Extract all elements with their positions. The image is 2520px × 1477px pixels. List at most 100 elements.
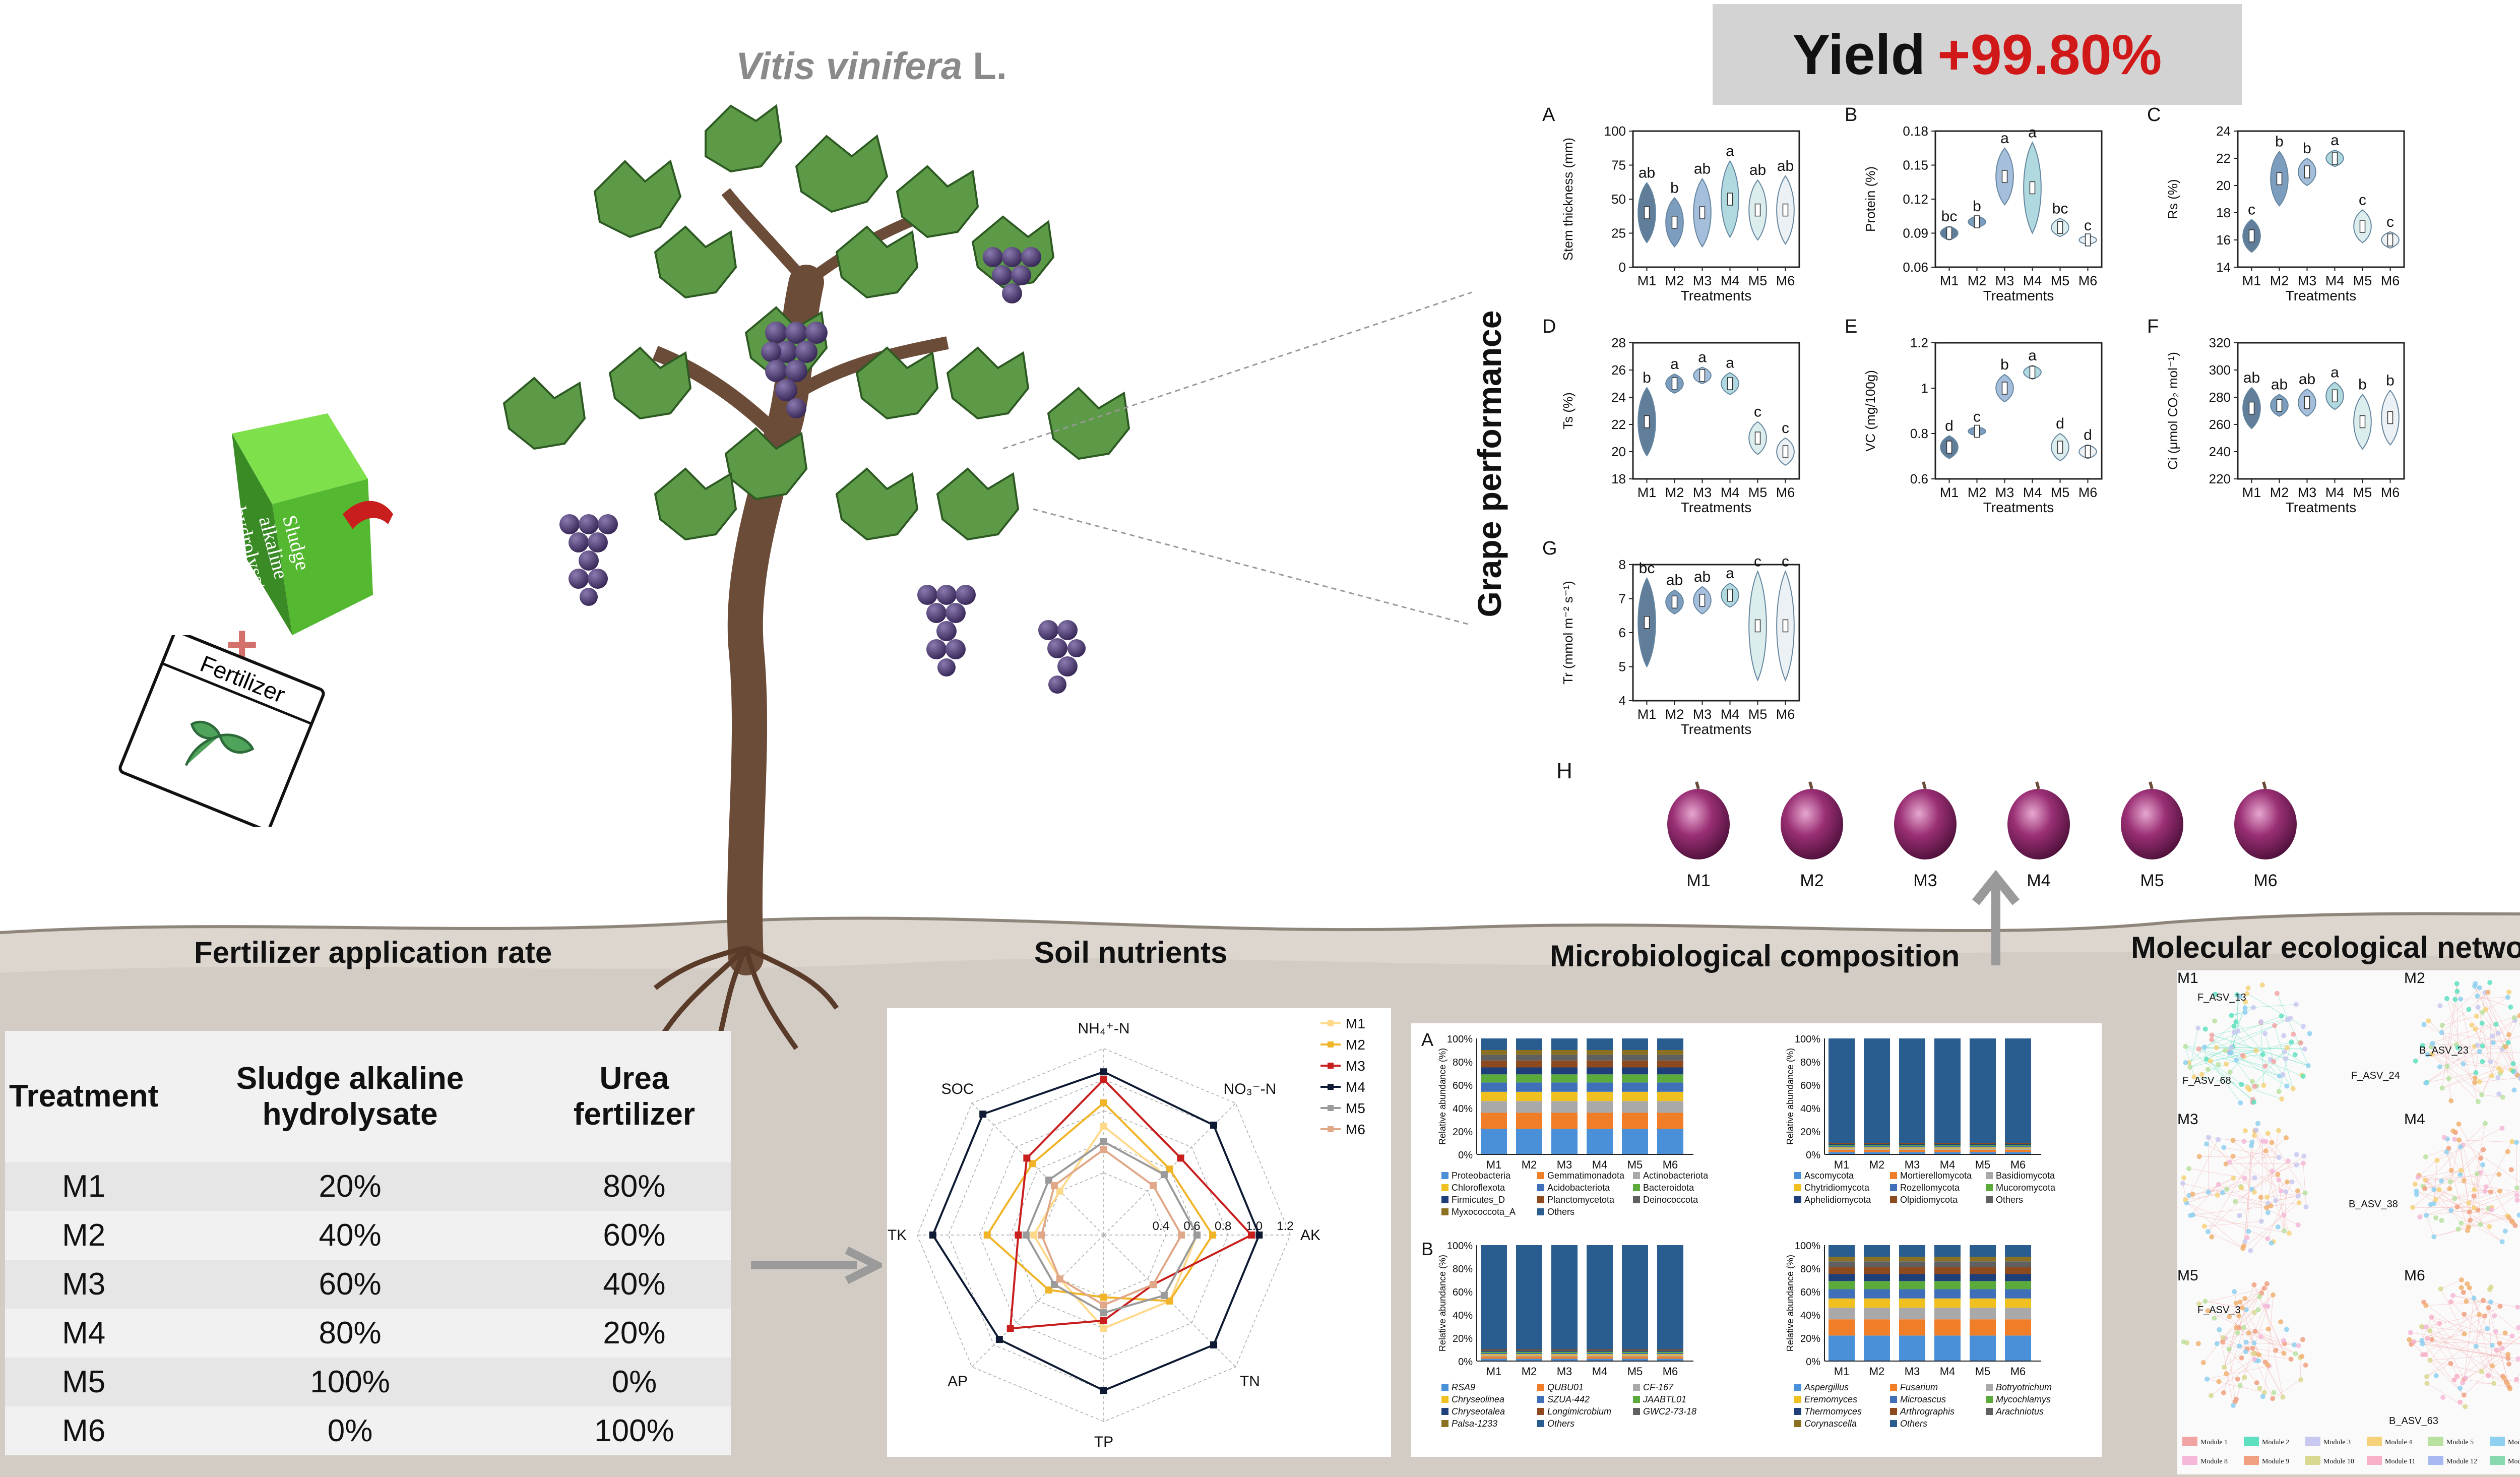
bar-segment [1934,1289,1961,1299]
violin-panel-b: B 0.06 0.09 0.12 0.15 0.18 Protein (%) bc M1 b M2 a… [1845,104,2103,303]
grape-stem [1922,781,1927,789]
bar-segment [1899,1335,1925,1361]
x-tick-label: M6 [1663,1365,1678,1378]
network-node [2226,1346,2232,1352]
sludge-box: Sludge alkaline hydrolysate [228,413,393,635]
network-node [2300,1024,2306,1029]
bar-segment [1970,1152,1996,1154]
legend-label: M3 [1346,1058,1365,1074]
radar-point [1247,1232,1255,1239]
bar-segment [1934,1308,1961,1320]
bar-segment [1587,1350,1613,1352]
violin-box [1644,206,1650,219]
network-edge [2194,1076,2257,1087]
legend-label: M4 [1346,1079,1365,1095]
network-edge [2278,1180,2285,1231]
bar-segment [1481,1349,1507,1351]
bar-segment [1587,1060,1613,1068]
y-tick-label: 1.2 [1910,335,1928,350]
significance-letter: ab [1694,161,1711,177]
bar-segment [1829,1257,1855,1262]
bar-segment [1481,1356,1507,1359]
significance-letter: ab [1694,569,1711,585]
network-node [2465,1281,2470,1286]
network-node [2424,1381,2430,1386]
network-node [2497,1304,2503,1309]
legend-b-left: RSA9 QUBU01 CF-167 Chryseolinea SZUA-442 JAAB… [1441,1382,1696,1429]
network-node [2212,1018,2218,1024]
network-node [2270,1396,2276,1401]
network-node [2485,990,2491,995]
network-edge [2440,1288,2465,1334]
legend-label: Chloroflexota [1452,1183,1505,1193]
x-tick-label: M3 [2298,273,2317,288]
bar-segment [1622,1350,1648,1352]
legend-swatch [1441,1208,1448,1215]
network-node [2291,1031,2296,1037]
network-edge [2442,1025,2451,1101]
network-edge [2204,1221,2261,1226]
network-node [2217,1327,2222,1332]
bar-segment [1899,1274,1925,1281]
network-node [2234,1057,2239,1063]
network-edge [2452,1295,2500,1307]
network-node [2303,1204,2309,1210]
network-node [2499,1345,2505,1351]
network-node [2490,1040,2496,1045]
y-tick-label: 40% [1800,1310,1820,1321]
bar-segment [1516,1355,1542,1357]
violin-box [1727,193,1733,206]
network-node [2491,1313,2497,1319]
x-tick-label: M5 [2051,273,2070,288]
violin-box [1699,206,1706,219]
legend-swatch [1986,1184,1993,1191]
network-node [2439,1085,2445,1091]
bar-segment [1622,1082,1648,1092]
y-axis-label: Ci (μmol CO₂ mol⁻¹) [2165,352,2180,470]
bar-segment [1657,1082,1683,1092]
legend-label: QUBU01 [1547,1382,1584,1392]
legend-marker [1328,1105,1334,1111]
violin-box [1782,619,1789,633]
network-node [2231,1030,2237,1035]
x-tick-label: M3 [1693,273,1712,288]
network-node [2289,1179,2295,1185]
x-tick-label: M5 [1748,707,1768,722]
x-tick-label: M2 [2270,485,2289,500]
x-tick-label: M1 [2242,485,2261,500]
network-node [2227,1314,2232,1320]
bar-segment [1481,1359,1507,1361]
y-tick-label: 260 [2209,417,2231,432]
network-edge [2481,1336,2513,1372]
bar-segment [1481,1038,1507,1050]
plot-frame [1632,130,1800,268]
network-node [2284,1083,2290,1089]
radar-tick-label: 0.4 [1153,1219,1169,1233]
x-tick-label: M5 [1975,1158,1991,1171]
network-edge [2459,1139,2516,1143]
bar-segment [1551,1349,1578,1351]
module-swatch [2182,1456,2197,1465]
module-label: Module 5 [2446,1439,2474,1446]
network-edge [2224,1147,2279,1158]
significance-letter: c [1782,553,1789,570]
radar-point [1193,1232,1201,1239]
x-tick-label: M1 [1486,1365,1502,1378]
network-edge [2475,1029,2483,1047]
significance-letter: b [2000,356,2009,373]
network-node [2227,1069,2233,1075]
network-node [2473,1070,2479,1075]
bar-segment [2005,1257,2031,1262]
bar-segment [1551,1245,1578,1349]
bar-segment [1934,1152,1961,1154]
bar-segment [1551,1060,1578,1068]
bar-segment [1481,1050,1507,1055]
network-edge [2264,1365,2268,1393]
bar-segment [1829,1267,1855,1274]
network-node [2265,1362,2271,1368]
network-node [2444,1064,2450,1069]
legend-swatch [1441,1396,1448,1403]
y-tick-label: 80% [1453,1264,1473,1275]
network-node [2478,1221,2483,1227]
network-node [2253,1048,2259,1054]
